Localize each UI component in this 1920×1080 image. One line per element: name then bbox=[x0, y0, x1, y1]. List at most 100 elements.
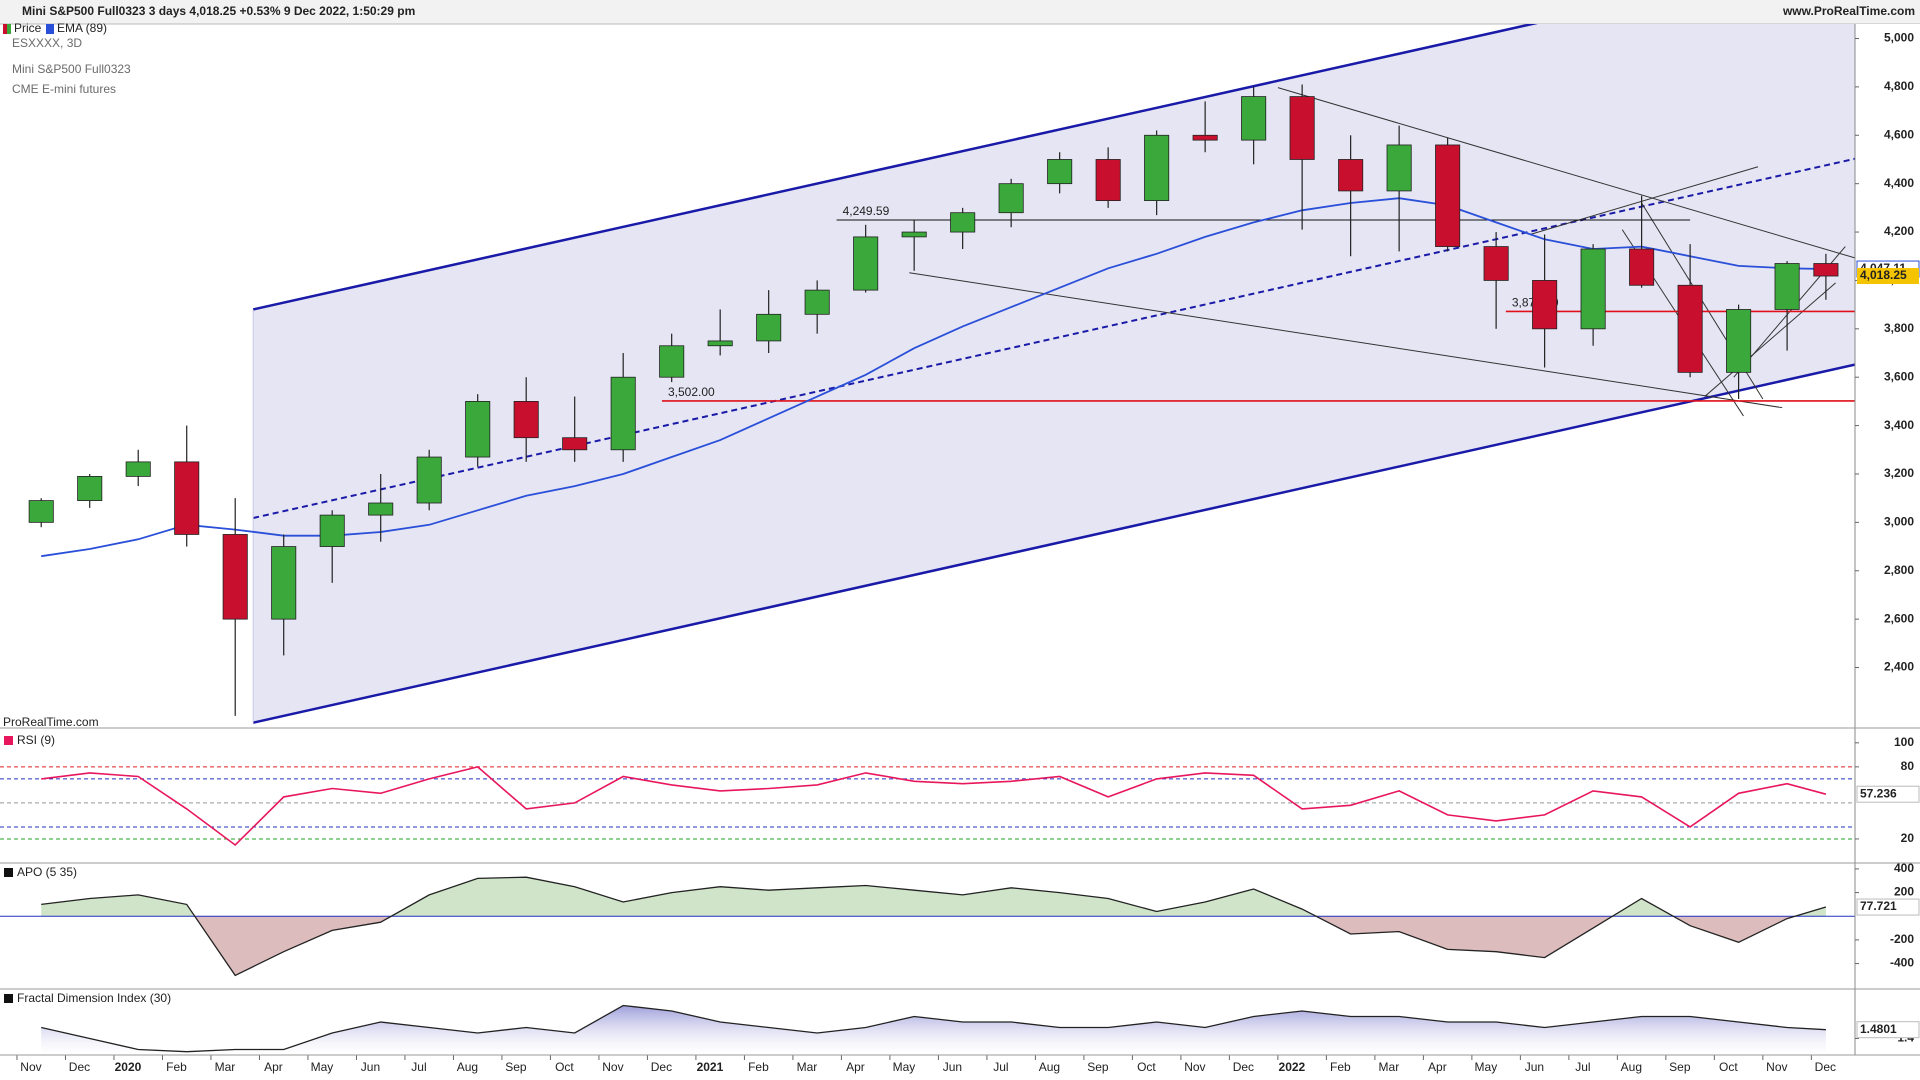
x-tick-label: Mar bbox=[215, 1060, 236, 1074]
watermark: ProRealTime.com bbox=[3, 715, 99, 729]
x-tick-label: Nov bbox=[1766, 1060, 1787, 1074]
x-tick-label: Dec bbox=[651, 1060, 672, 1074]
value-badge bbox=[1856, 785, 1920, 803]
y-tick-label: 5,000 bbox=[1884, 31, 1914, 45]
candle-body bbox=[1144, 134, 1170, 202]
y-tick-label: 3,800 bbox=[1884, 321, 1914, 335]
y-tick-label: 80 bbox=[1901, 759, 1915, 773]
y-tick-label: 4,400 bbox=[1884, 176, 1914, 190]
y-tick-label: 200 bbox=[1894, 885, 1914, 899]
x-tick-label: Mar bbox=[1379, 1060, 1400, 1074]
candle-body bbox=[1435, 144, 1461, 247]
candle-body bbox=[319, 514, 345, 547]
panel-title: Fractal Dimension Index (30) bbox=[17, 991, 171, 1005]
instrument-name: Mini S&P500 Full0323 bbox=[12, 62, 131, 76]
panel: 4,249.593,502.003,872.00 bbox=[28, 24, 1855, 724]
trendline bbox=[1529, 166, 1759, 235]
y-tick-label: 2,600 bbox=[1884, 611, 1914, 625]
panel-swatch bbox=[4, 868, 13, 877]
value-badge-label: 4,018.25 bbox=[1860, 268, 1907, 282]
area-fill-negative bbox=[194, 916, 1795, 976]
y-tick-label: 20 bbox=[1901, 831, 1915, 845]
x-tick-label: Sep bbox=[505, 1060, 527, 1074]
x-tick-label: Feb bbox=[166, 1060, 187, 1074]
x-tick-label: 2021 bbox=[697, 1060, 724, 1074]
header-info: Mini S&P500 Full0323 3 days 4,018.25 +0.… bbox=[22, 4, 415, 18]
candle-body bbox=[707, 340, 733, 347]
x-tick-label: Apr bbox=[264, 1060, 283, 1074]
x-tick-label: Oct bbox=[1137, 1060, 1156, 1074]
legend-ema: EMA (89) bbox=[57, 21, 107, 35]
indicator-line bbox=[41, 876, 1827, 977]
x-tick-label: Oct bbox=[555, 1060, 574, 1074]
candle-body bbox=[1532, 280, 1558, 330]
area-fill bbox=[41, 1005, 1826, 1055]
candle-body bbox=[1483, 246, 1509, 281]
value-badge-label: 57.236 bbox=[1860, 786, 1897, 800]
candle-body bbox=[950, 212, 976, 233]
channel-lower bbox=[252, 363, 1855, 724]
x-tick-label: Sep bbox=[1087, 1060, 1109, 1074]
candle-body bbox=[125, 461, 151, 477]
x-tick-label: May bbox=[893, 1060, 916, 1074]
x-tick-label: Jun bbox=[1525, 1060, 1544, 1074]
x-tick-label: Feb bbox=[1330, 1060, 1351, 1074]
x-tick-label: Mar bbox=[797, 1060, 818, 1074]
x-tick-label: Nov bbox=[20, 1060, 41, 1074]
trendline bbox=[1704, 282, 1836, 397]
candle-body bbox=[77, 475, 103, 501]
x-tick-label: Dec bbox=[1815, 1060, 1836, 1074]
y-tick-label: 4,600 bbox=[1884, 127, 1914, 141]
candle-body bbox=[853, 236, 879, 291]
level-label: 3,502.00 bbox=[668, 385, 715, 399]
x-tick-label: Apr bbox=[1428, 1060, 1447, 1074]
indicator-line bbox=[41, 766, 1827, 847]
candle-body bbox=[1289, 96, 1315, 160]
panel bbox=[41, 1004, 1826, 1055]
instrument-code: ESXXXX, 3D bbox=[12, 36, 82, 50]
x-tick-label: May bbox=[311, 1060, 334, 1074]
candle-body bbox=[1580, 248, 1606, 330]
value-badge-label: 1.4801 bbox=[1860, 1022, 1897, 1036]
legend-swatch bbox=[7, 24, 11, 34]
x-tick-label: Aug bbox=[1621, 1060, 1642, 1074]
x-tick-label: Nov bbox=[1184, 1060, 1205, 1074]
y-tick-label: 3,000 bbox=[1884, 515, 1914, 529]
x-tick-label: Feb bbox=[748, 1060, 769, 1074]
area-fill-positive bbox=[41, 877, 1826, 917]
header-site[interactable]: www.ProRealTime.com bbox=[1782, 4, 1915, 18]
y-tick-label: 4,200 bbox=[1884, 224, 1914, 238]
y-tick-label: 2,800 bbox=[1884, 563, 1914, 577]
x-tick-label: Aug bbox=[457, 1060, 478, 1074]
panel-title: RSI (9) bbox=[17, 733, 55, 747]
value-badge bbox=[1856, 898, 1920, 916]
panel-swatch bbox=[4, 736, 13, 745]
candle-body bbox=[756, 313, 782, 342]
trendline bbox=[909, 272, 1783, 409]
candle-body bbox=[513, 401, 539, 439]
candle-body bbox=[610, 376, 636, 451]
candle-body bbox=[1095, 159, 1121, 202]
x-tick-label: Jun bbox=[943, 1060, 962, 1074]
instrument-exchange: CME E-mini futures bbox=[12, 82, 116, 96]
candle-body bbox=[271, 546, 297, 620]
y-tick-label: 100 bbox=[1894, 735, 1914, 749]
candle-body bbox=[1047, 159, 1073, 185]
legend-price: Price bbox=[14, 21, 42, 35]
candle-body bbox=[416, 456, 442, 504]
candle-body bbox=[804, 289, 830, 315]
x-tick-label: 2020 bbox=[115, 1060, 142, 1074]
panel-title: APO (5 35) bbox=[17, 865, 77, 879]
channel-mid bbox=[252, 157, 1855, 519]
x-tick-label: 2022 bbox=[1279, 1060, 1306, 1074]
x-tick-label: Sep bbox=[1669, 1060, 1691, 1074]
x-tick-label: Jul bbox=[993, 1060, 1008, 1074]
y-tick-label: 400 bbox=[1894, 861, 1914, 875]
x-tick-label: Jun bbox=[361, 1060, 380, 1074]
indicator-line bbox=[41, 1004, 1826, 1053]
x-tick-label: Oct bbox=[1719, 1060, 1738, 1074]
x-tick-label: Dec bbox=[69, 1060, 90, 1074]
candle-body bbox=[28, 500, 54, 523]
y-tick-label: -200 bbox=[1890, 932, 1914, 946]
